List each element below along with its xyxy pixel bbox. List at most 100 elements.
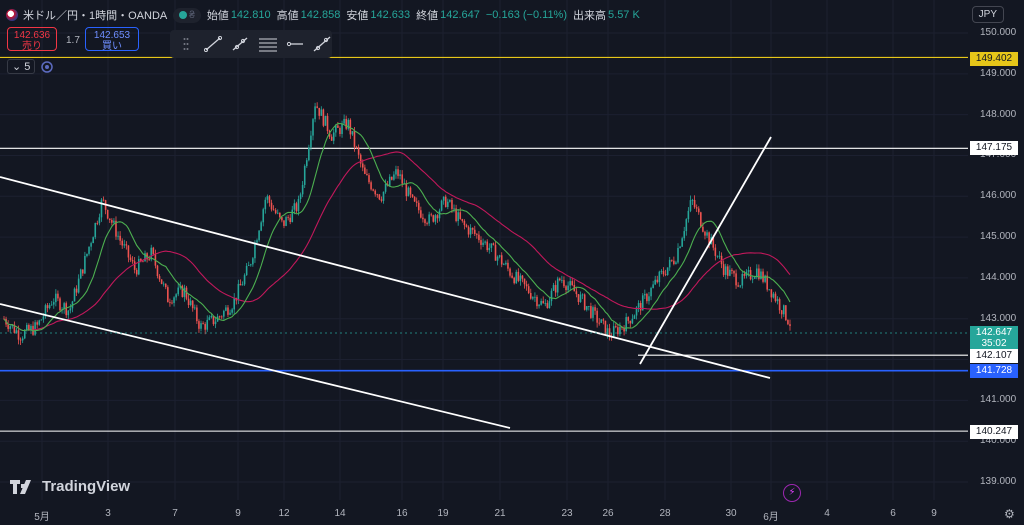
candle-body bbox=[243, 275, 246, 285]
candle-body bbox=[330, 136, 333, 141]
candle-body bbox=[455, 208, 457, 222]
candle-body bbox=[735, 273, 737, 286]
horizontal-ray-icon[interactable] bbox=[286, 35, 305, 53]
candle-body bbox=[191, 300, 194, 309]
buy-button[interactable]: 142.653 買い bbox=[85, 27, 139, 52]
candle-body bbox=[285, 217, 287, 226]
candle-body bbox=[567, 285, 569, 291]
candle-body bbox=[79, 269, 82, 279]
candle-body bbox=[500, 255, 503, 265]
candle-body bbox=[129, 257, 132, 261]
candle-body bbox=[768, 289, 771, 291]
candle-body bbox=[310, 135, 312, 148]
channel-lower-trendline bbox=[0, 303, 511, 429]
candle-body bbox=[521, 275, 524, 279]
extended-line-icon[interactable] bbox=[313, 35, 332, 53]
fib-retracement-icon[interactable] bbox=[258, 35, 278, 53]
candle-body bbox=[598, 322, 601, 324]
currency-selector[interactable]: JPY bbox=[971, 6, 1004, 23]
candle-body bbox=[23, 330, 26, 339]
candle-body bbox=[451, 199, 453, 209]
candle-body bbox=[198, 321, 200, 329]
candle-body bbox=[135, 269, 138, 275]
candle-body bbox=[415, 201, 418, 203]
candle-body bbox=[272, 209, 275, 211]
ray-tool-icon[interactable] bbox=[230, 35, 249, 53]
candle-body bbox=[393, 174, 395, 180]
candle-body bbox=[301, 184, 304, 195]
candle-body bbox=[554, 285, 557, 293]
candle-body bbox=[588, 306, 590, 307]
price-label-147: 147.175 bbox=[970, 141, 1018, 155]
candle-body bbox=[252, 258, 254, 265]
candle-body bbox=[507, 262, 509, 269]
candle-body bbox=[214, 321, 217, 325]
indicator-icon[interactable] bbox=[41, 60, 54, 73]
market-status[interactable]: ₴ bbox=[173, 7, 201, 23]
candle-body bbox=[55, 293, 57, 303]
price-tick-label: 145.000 bbox=[980, 231, 1017, 243]
candle-body bbox=[295, 203, 298, 212]
candle-body bbox=[476, 233, 478, 235]
candle-body bbox=[384, 183, 387, 192]
candle-body bbox=[691, 199, 694, 201]
candle-body bbox=[627, 317, 630, 321]
candle-body bbox=[463, 220, 466, 226]
candle-body bbox=[11, 324, 14, 327]
candle-body bbox=[185, 287, 188, 299]
candle-body bbox=[787, 320, 789, 325]
collapse-legend-button[interactable]: ⌄ 5 bbox=[7, 59, 36, 74]
candle-body bbox=[59, 298, 61, 311]
candle-body bbox=[254, 242, 256, 259]
candle-body bbox=[202, 323, 204, 325]
candle-body bbox=[453, 208, 455, 210]
candle-body bbox=[619, 326, 621, 335]
lightning-event-icon[interactable]: ⚡ bbox=[783, 484, 801, 502]
candle-body bbox=[274, 210, 277, 214]
candle-body bbox=[440, 200, 443, 211]
candle-body bbox=[167, 287, 169, 303]
candle-body bbox=[382, 191, 385, 201]
candle-body bbox=[546, 303, 549, 309]
candle-body bbox=[397, 169, 399, 176]
candle-body bbox=[229, 312, 231, 315]
candle-body bbox=[260, 222, 262, 231]
candle-body bbox=[590, 306, 592, 318]
candle-body bbox=[575, 291, 578, 295]
candle-body bbox=[471, 227, 474, 230]
candle-body bbox=[92, 237, 94, 244]
time-tick-label: 16 bbox=[396, 508, 408, 519]
drag-handle-icon[interactable] bbox=[176, 35, 195, 53]
candle-body bbox=[447, 201, 449, 208]
candle-body bbox=[177, 287, 180, 295]
candle-body bbox=[88, 246, 90, 254]
candle-body bbox=[361, 163, 364, 168]
candle-body bbox=[612, 326, 615, 338]
candle-body bbox=[30, 325, 32, 331]
usd-jpy-flag-icon bbox=[6, 9, 18, 21]
candle-body bbox=[465, 225, 468, 227]
candle-body bbox=[762, 271, 764, 282]
settings-gear-icon[interactable]: ⚙ bbox=[1004, 507, 1015, 521]
candle-body bbox=[513, 277, 515, 284]
price-label-149: 149.402 bbox=[970, 52, 1018, 66]
candle-body bbox=[422, 217, 424, 220]
sell-button[interactable]: 142.636 売り bbox=[7, 27, 57, 52]
candle-body bbox=[368, 175, 370, 183]
open-value: 142.810 bbox=[230, 9, 271, 21]
candle-body bbox=[233, 297, 236, 310]
time-tick-label: 6 bbox=[890, 508, 896, 519]
candle-body bbox=[592, 307, 594, 318]
candle-body bbox=[639, 302, 642, 311]
candle-body bbox=[685, 219, 688, 232]
candle-body bbox=[585, 306, 588, 310]
candle-body bbox=[183, 287, 186, 297]
candle-body bbox=[702, 226, 704, 232]
symbol-title[interactable]: 米ドル／円・1時間・OANDA bbox=[23, 10, 168, 22]
candle-body bbox=[629, 320, 632, 324]
candle-body bbox=[96, 223, 99, 224]
candle-body bbox=[604, 320, 607, 336]
candle-body bbox=[766, 275, 768, 290]
trendline-tool-icon[interactable] bbox=[203, 35, 222, 53]
